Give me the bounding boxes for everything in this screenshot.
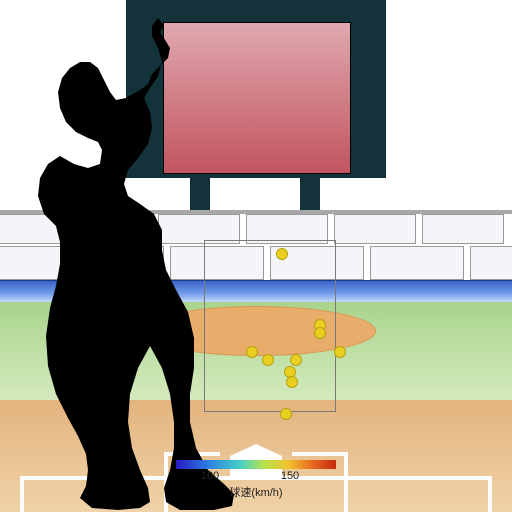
speed-legend-label: 球速(km/h) [196, 484, 316, 500]
pitch-marker [246, 346, 258, 358]
pitch-marker [314, 327, 326, 339]
legend-tick: 100 [201, 470, 219, 482]
pitch-marker [280, 408, 292, 420]
pitch-marker [276, 248, 288, 260]
speed-legend-bar [176, 460, 336, 469]
pitch-marker [334, 346, 346, 358]
batter-silhouette [0, 18, 240, 512]
pitch-marker [262, 354, 274, 366]
pitch-marker [286, 376, 298, 388]
legend-tick: 150 [281, 470, 299, 482]
pitch-marker [290, 354, 302, 366]
